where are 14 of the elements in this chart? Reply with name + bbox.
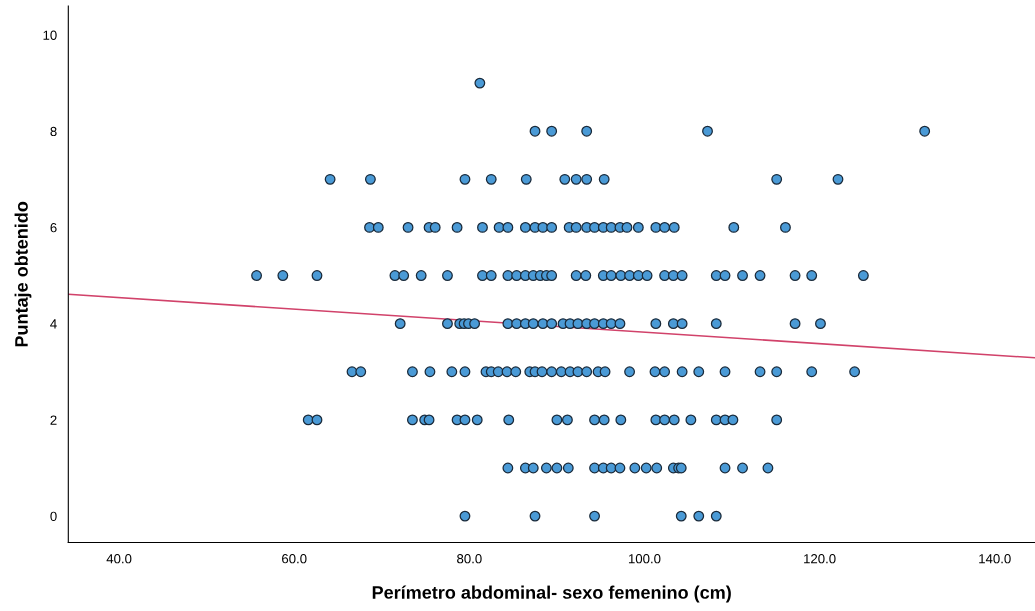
y-tick-label: 8 <box>50 126 57 137</box>
x-tick-label: 140.0 <box>979 554 1011 564</box>
y-tick-label: 10 <box>43 30 57 40</box>
y-tick-label: 6 <box>50 223 57 233</box>
x-tick-label: 80.0 <box>457 554 482 564</box>
x-tick-label: 40.0 <box>106 554 132 564</box>
x-axis-title: Perímetro abdominal- sexo femenino (cm) <box>372 585 731 603</box>
y-axis-title: Puntaje obtenido <box>14 201 32 347</box>
y-tick-label: 0 <box>50 511 57 522</box>
y-tick-label: 4 <box>50 319 57 329</box>
y-tick-label: 2 <box>50 415 57 425</box>
x-tick-label: 120.0 <box>804 554 836 564</box>
x-tick-label: 60.0 <box>282 554 307 564</box>
x-tick-label: 100.0 <box>628 554 661 564</box>
